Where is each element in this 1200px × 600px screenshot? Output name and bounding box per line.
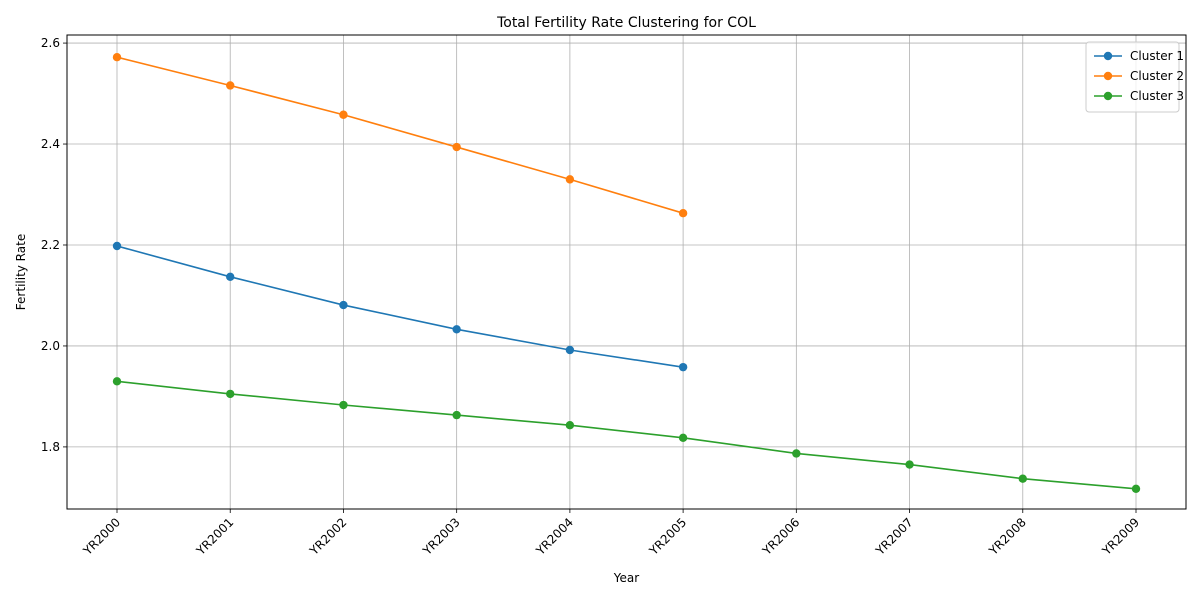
legend-entry-label: Cluster 3 (1130, 89, 1184, 103)
data-point (565, 345, 575, 355)
data-point (565, 175, 575, 184)
y-axis: 1.8 2.0 2.2 2.4 2.6 (41, 36, 67, 454)
data-point (1131, 484, 1141, 494)
y-tick-label: 2.0 (41, 339, 60, 353)
y-tick-label: 2.6 (41, 36, 60, 50)
x-tick-label: YR2000 (80, 515, 123, 558)
x-tick-label: YR2005 (646, 515, 689, 558)
chart-title: Total Fertility Rate Clustering for COL (496, 15, 756, 31)
data-point (565, 421, 575, 430)
legend-entry-label: Cluster 2 (1130, 69, 1184, 83)
data-point (339, 300, 348, 310)
x-tick-label: YR2006 (759, 515, 802, 558)
x-tick-label: YR2007 (872, 515, 915, 558)
legend: Cluster 1 Cluster 2 Cluster 3 (1085, 41, 1184, 113)
y-tick-label: 2.4 (41, 137, 60, 151)
data-point (678, 433, 688, 443)
x-tick-label: YR2009 (1099, 515, 1142, 558)
series-line-cluster-1 (116, 245, 684, 368)
data-point (339, 400, 348, 410)
y-axis-label: Fertility Rate (14, 234, 28, 310)
data-point (112, 377, 122, 386)
data-point (452, 142, 461, 152)
legend-swatch-marker (1103, 91, 1113, 101)
data-point (1018, 474, 1027, 483)
series-layer (112, 53, 1141, 494)
x-axis-label: Year (613, 571, 639, 585)
x-tick-label: YR2004 (533, 515, 576, 558)
data-point (226, 389, 235, 399)
series-line-cluster-2 (116, 56, 684, 214)
data-point (905, 460, 914, 469)
data-point (339, 110, 348, 119)
x-tick-label: YR2003 (419, 515, 462, 558)
data-point (792, 449, 801, 458)
x-tick-label: YR2008 (986, 515, 1029, 558)
data-point (112, 241, 122, 251)
data-point (226, 272, 235, 281)
series-line-cluster-3 (116, 380, 1137, 490)
legend-swatch-marker (1103, 51, 1113, 61)
x-tick-label: YR2002 (306, 515, 349, 558)
legend-swatch-marker (1103, 71, 1113, 81)
data-point (678, 362, 688, 372)
plot-frame (66, 34, 1187, 510)
data-point (452, 325, 461, 334)
y-tick-label: 2.2 (41, 238, 60, 252)
grid (67, 35, 1186, 509)
data-point (226, 81, 235, 90)
x-tick-label: YR2001 (193, 515, 236, 558)
data-point (678, 208, 688, 218)
legend-entry-label: Cluster 1 (1130, 49, 1184, 63)
data-point (452, 410, 461, 420)
y-tick-label: 1.8 (41, 440, 60, 454)
x-axis: YR2000 YR2001 YR2002 YR2003 YR2004 YR2005 YR20… (80, 509, 1142, 559)
data-point (112, 53, 122, 62)
